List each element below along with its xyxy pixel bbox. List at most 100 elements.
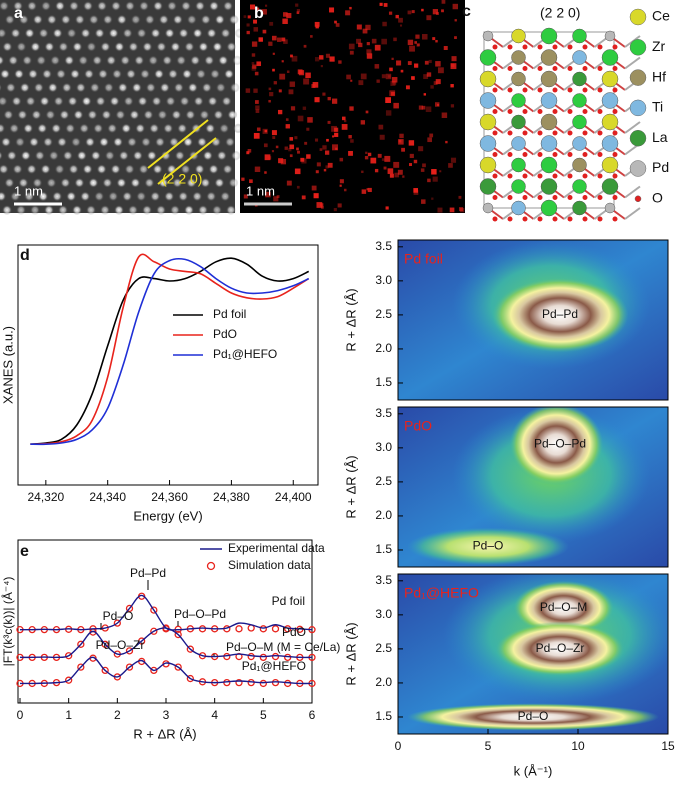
signal-pixel [432,9,439,15]
atom [582,109,588,114]
atom-column [135,123,146,134]
atom-column [184,205,194,215]
atom [492,130,498,136]
atom-column [4,177,15,188]
atom [572,114,587,130]
signal-pixel [338,60,342,64]
atom-column [226,41,237,52]
panel-label: e [20,543,29,560]
atom-column [98,69,108,79]
signal-pixel [314,138,319,142]
y-tick-label: 1.5 [375,375,392,389]
signal-pixel [245,88,251,93]
panel-label: a [14,5,23,22]
x-tick-label: 10 [571,739,585,753]
y-tick-label: 2.0 [375,341,392,355]
region-label: Pd–O–M [540,600,587,614]
atom-column [142,41,153,52]
atom [572,50,587,65]
atom [507,44,513,50]
atom-column [220,191,231,202]
signal-pixel [437,207,443,213]
signal-pixel [295,3,299,7]
atom-column [156,205,166,215]
atom-column [34,150,45,161]
atom [522,87,528,93]
signal-pixel [276,195,280,199]
signal-pixel [366,42,370,46]
signal-pixel [255,100,259,104]
signal-pixel [258,37,263,42]
atom-column [158,177,169,188]
atom-column [181,1,191,11]
signal-pixel [348,43,355,50]
atom-column [201,82,212,93]
signal-pixel [411,76,415,80]
signal-pixel [427,178,431,183]
signal-pixel [439,170,442,173]
region-label: Pd–O–Zr [536,641,585,655]
atom-column [0,55,5,66]
atom-column [167,1,177,11]
x-tick-label: 24,360 [151,490,188,504]
signal-pixel [289,81,296,87]
atom-column [12,164,23,175]
contour-map [398,574,668,734]
atom [511,93,526,108]
region-label: Pd–Pd [542,307,578,321]
atom-column [66,191,77,202]
signal-pixel [407,39,414,46]
signal-pixel [399,133,404,139]
atom-column [170,205,180,215]
signal-pixel [436,103,440,107]
signal-pixel [325,150,330,155]
signal-pixel [413,159,418,164]
atom-column [72,205,82,215]
simulation-point [101,666,109,675]
signal-pixel [385,110,392,116]
atom [582,87,588,93]
atom-column [9,123,20,134]
atom-column [16,41,27,52]
atom-column [3,109,14,120]
atom-column [130,14,141,25]
peak-annotation: Pd–Pd [130,566,166,580]
atom-column [24,28,35,39]
atom-column [57,137,67,147]
signal-pixel [393,102,399,109]
atom [567,152,573,157]
atom [492,173,498,179]
contour-region [407,703,659,731]
atom-column [128,41,139,52]
atom-column [51,123,62,134]
signal-pixel [255,7,260,11]
signal-pixel [247,15,251,19]
signal-pixel [321,205,324,209]
signal-pixel [376,79,380,83]
atom [537,195,543,200]
panel-label: c [462,3,471,20]
x-tick-label: 5 [485,739,492,753]
signal-pixel [307,117,313,123]
atom-column [58,41,69,52]
signal-pixel [337,203,342,208]
atom-column [11,96,22,107]
signal-pixel [397,169,403,175]
atom [552,195,558,200]
sample-label: Pd foil [404,251,443,267]
signal-pixel [250,4,256,10]
y-tick-label: 2.5 [375,474,392,488]
signal-pixel [349,50,354,55]
signal-pixel [426,72,432,77]
atom-column [50,55,61,66]
atom [567,87,573,93]
simulation-point [77,640,85,648]
atom [612,173,618,179]
atom-column [0,69,10,79]
signal-pixel [261,9,267,15]
atom [572,200,587,216]
atom-column [183,137,193,147]
signal-pixel [311,185,317,191]
atom-column [197,137,207,147]
signal-pixel [459,207,465,213]
